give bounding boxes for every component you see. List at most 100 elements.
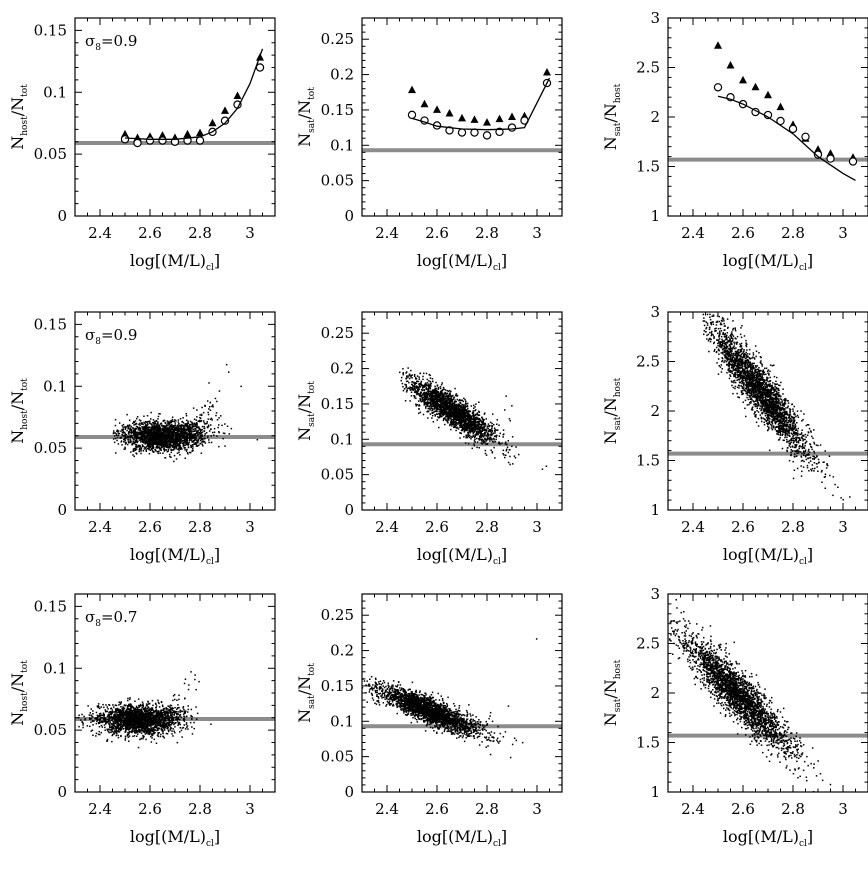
data-point <box>197 429 200 432</box>
data-point <box>167 426 169 429</box>
data-point <box>460 411 462 414</box>
data-point <box>480 427 483 429</box>
data-point <box>139 430 141 432</box>
data-point <box>156 443 159 445</box>
data-point <box>167 428 169 431</box>
data-point <box>141 437 143 440</box>
data-point <box>210 424 212 426</box>
model-line <box>717 95 856 181</box>
data-point <box>442 405 444 408</box>
data-point <box>144 422 146 424</box>
data-point <box>140 448 143 450</box>
data-point <box>175 427 177 430</box>
data-point <box>133 429 135 432</box>
data-point <box>467 425 469 428</box>
data-point <box>172 426 174 429</box>
data-point <box>146 445 149 447</box>
data-point <box>432 421 435 423</box>
data-point <box>148 421 151 423</box>
data-point <box>181 432 183 434</box>
triangle-point <box>826 149 835 157</box>
data-point <box>180 438 183 441</box>
data-point <box>446 413 448 416</box>
data-point <box>121 433 123 436</box>
data-point <box>144 432 146 434</box>
data-point <box>171 418 174 421</box>
data-point <box>161 444 163 447</box>
data-point <box>445 411 448 413</box>
data-point <box>434 397 437 399</box>
data-point <box>493 430 496 432</box>
data-point <box>443 404 446 407</box>
data-point <box>171 435 173 437</box>
data-point <box>145 429 147 431</box>
data-point <box>478 435 481 438</box>
data-point <box>453 417 456 420</box>
data-point <box>411 377 413 379</box>
data-point <box>413 387 416 389</box>
data-point <box>162 438 164 440</box>
data-point <box>707 340 710 342</box>
data-point <box>145 425 147 427</box>
data-point <box>499 432 501 435</box>
data-point <box>465 400 467 403</box>
data-point <box>434 400 436 403</box>
data-point <box>178 436 180 438</box>
data-point <box>162 443 164 446</box>
data-point <box>445 405 447 408</box>
data-point <box>145 450 147 452</box>
data-point <box>171 428 173 431</box>
data-point <box>191 429 193 431</box>
data-point <box>423 399 426 401</box>
y-tick-label: 0 <box>344 501 354 519</box>
data-point <box>448 412 451 414</box>
data-point <box>172 432 174 434</box>
data-point <box>422 378 424 381</box>
data-point <box>473 407 475 409</box>
data-point <box>423 372 425 375</box>
sigma8-annotation: σ8=0.9 <box>85 32 137 53</box>
data-point <box>163 435 166 437</box>
data-point <box>480 430 482 433</box>
data-point <box>177 444 179 446</box>
data-point <box>473 436 476 439</box>
data-point <box>159 428 161 430</box>
data-point <box>150 431 152 434</box>
data-point <box>440 399 443 401</box>
data-point <box>448 406 451 409</box>
data-point <box>171 441 173 444</box>
data-point <box>199 420 201 422</box>
data-point <box>172 449 175 451</box>
data-point <box>218 390 221 392</box>
data-point <box>420 394 422 397</box>
data-point <box>180 440 182 443</box>
data-point <box>417 380 420 383</box>
data-point <box>414 377 417 379</box>
data-point <box>401 376 403 379</box>
data-point <box>436 408 438 410</box>
data-point <box>451 408 453 411</box>
plot-area <box>112 363 259 463</box>
data-point <box>165 436 168 439</box>
data-point <box>494 432 496 434</box>
data-point <box>165 430 167 432</box>
data-point <box>459 432 461 434</box>
data-point <box>185 443 188 445</box>
data-point <box>143 432 145 434</box>
data-point <box>441 395 443 397</box>
data-point <box>428 380 430 382</box>
plot-area <box>120 48 265 148</box>
data-point <box>141 431 144 434</box>
data-point <box>457 404 459 406</box>
data-point <box>443 396 445 398</box>
data-point <box>120 441 122 443</box>
data-point <box>163 445 165 448</box>
data-point <box>196 425 198 427</box>
data-point <box>477 423 479 425</box>
data-point <box>163 447 165 449</box>
data-point <box>157 421 159 423</box>
data-point <box>419 395 421 397</box>
data-point <box>790 429 793 431</box>
triangle-point <box>726 61 735 69</box>
data-point <box>467 416 469 419</box>
